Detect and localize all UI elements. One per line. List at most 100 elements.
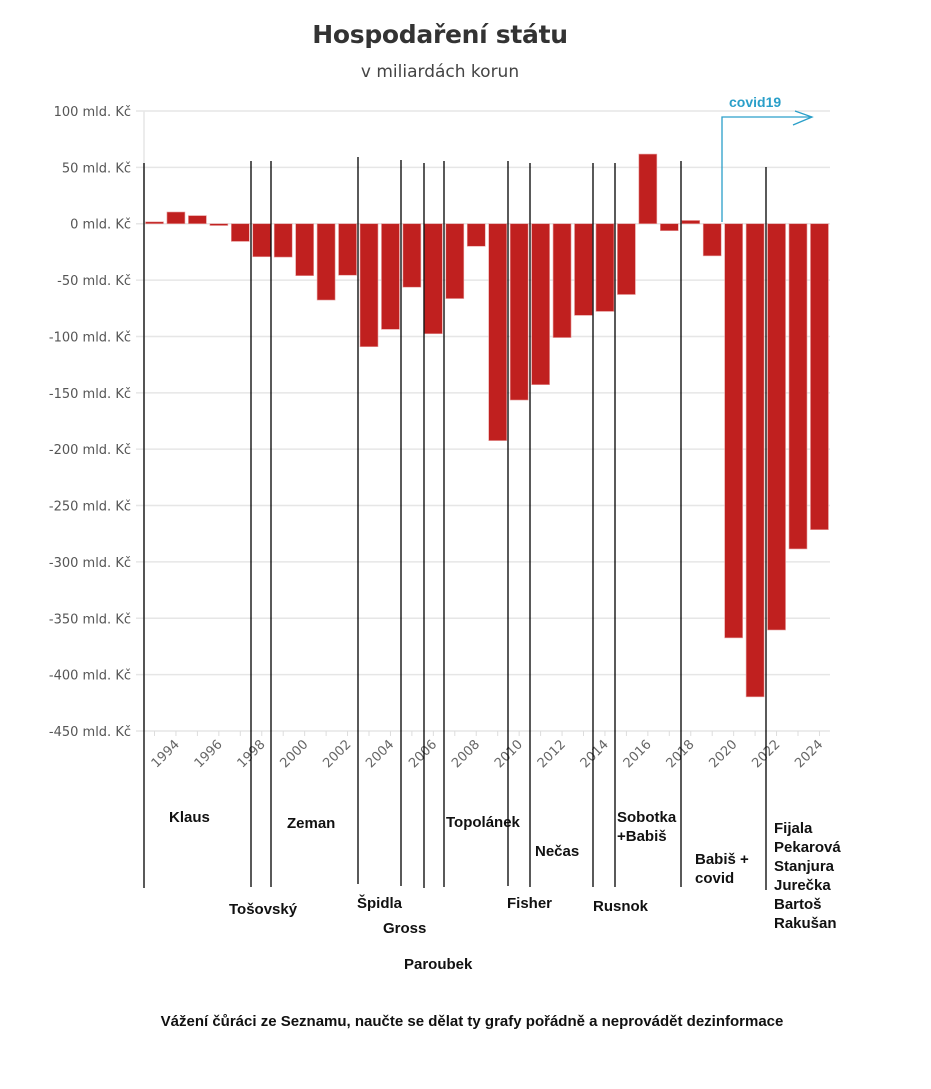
arrow-right-icon (792, 110, 814, 126)
government-labels: Klaus Tošovský Zeman Špidla Gross Paroubek Top… (169, 809, 841, 973)
x-tick-label: 2008 (449, 737, 483, 771)
y-tick-label: 0 mld. Kč (70, 218, 131, 233)
bar (595, 223, 615, 312)
government-label: Topolánek (446, 814, 521, 831)
y-axis: 100 mld. Kč 50 mld. Kč 0 mld. Kč -50 mld. K… (49, 105, 131, 740)
x-tick-label: 2006 (406, 737, 440, 771)
x-tick-label: 1994 (149, 737, 183, 771)
y-tick-label: -450 mld. Kč (49, 725, 131, 740)
government-label-line: Stanjura (774, 858, 835, 875)
footer-note: Vážení čůráci ze Seznamu, naučte se děla… (160, 1013, 784, 1030)
y-tick-label: -350 mld. Kč (49, 612, 131, 627)
bar (273, 223, 293, 258)
government-label-line: Jurečka (774, 877, 831, 894)
bar (745, 223, 765, 698)
government-label-line: Paroubek (404, 956, 473, 973)
bar (252, 223, 272, 258)
government-label-line: Fijala (774, 820, 813, 837)
government-label-line: Bartoš (774, 896, 822, 913)
bar (424, 223, 443, 335)
bar (617, 223, 636, 295)
bar (295, 223, 314, 276)
x-tick-label: 2010 (492, 737, 526, 771)
government-label: Babiš + covid (695, 851, 749, 887)
bar (488, 223, 508, 441)
bar (359, 223, 379, 348)
y-tick-label: 50 mld. Kč (62, 161, 131, 176)
government-label-line: covid (695, 870, 734, 887)
x-tick-label: 2014 (578, 737, 612, 771)
bar (445, 223, 465, 299)
government-label-line: Nečas (535, 843, 579, 860)
x-tick-label: 2002 (320, 737, 354, 771)
y-tick-label: -100 mld. Kč (49, 330, 131, 345)
government-label-line: Babiš + (695, 851, 749, 868)
bar (788, 223, 808, 550)
bar (209, 223, 229, 226)
y-tick-label: -50 mld. Kč (57, 274, 131, 289)
government-label-line: Topolánek (446, 814, 521, 831)
bar (145, 221, 164, 225)
government-label: Fijala Pekarová Stanjura Jurečka Bartoš Rakuš… (774, 820, 841, 932)
bar (702, 223, 722, 257)
bars (145, 153, 829, 698)
bar (166, 211, 186, 225)
government-label: Paroubek (404, 956, 473, 973)
bar (681, 220, 701, 225)
bar (531, 223, 550, 386)
x-tick-label: 2004 (363, 737, 397, 771)
government-label-line: Fisher (507, 895, 552, 912)
x-tick-label: 2020 (706, 737, 740, 771)
government-label-line: Gross (383, 920, 426, 937)
government-label: Klaus (169, 809, 210, 826)
government-label: Gross (383, 920, 426, 937)
y-tick-label: -150 mld. Kč (49, 387, 131, 402)
covid-annotation: covid19 (721, 94, 814, 222)
bar (188, 215, 207, 225)
x-tick-label: 2012 (535, 737, 569, 771)
bar (231, 223, 250, 242)
government-label-line: Sobotka (617, 809, 677, 826)
x-tick-label: 2000 (277, 737, 311, 771)
government-label: Zeman (287, 815, 335, 832)
government-label: Nečas (535, 843, 579, 860)
covid-label: covid19 (729, 94, 781, 110)
bar (810, 223, 829, 530)
y-tick-label: -250 mld. Kč (49, 500, 131, 515)
government-label-line: Rakušan (774, 915, 837, 932)
covid-bracket-line (721, 116, 812, 222)
bar-chart: 100 mld. Kč 50 mld. Kč 0 mld. Kč -50 mld. K… (49, 94, 841, 973)
y-tick-label: -200 mld. Kč (49, 443, 131, 458)
x-tick-label: 2024 (792, 737, 826, 771)
government-label-line: Tošovský (229, 901, 298, 918)
government-label: Tošovský (229, 901, 298, 918)
government-label: Rusnok (593, 898, 649, 915)
bar (466, 223, 486, 247)
government-label-line: Zeman (287, 815, 335, 832)
bar (552, 223, 572, 338)
government-label-line: Klaus (169, 809, 210, 826)
government-label: Sobotka +Babiš (617, 809, 677, 845)
bar (574, 223, 593, 316)
bar (338, 223, 357, 276)
bar (402, 223, 422, 288)
bar (767, 223, 786, 631)
bar (381, 223, 400, 330)
bar (638, 153, 658, 225)
bar (316, 223, 336, 301)
y-tick-label: -300 mld. Kč (49, 556, 131, 571)
government-boundary-lines (143, 157, 767, 890)
government-label-line: Rusnok (593, 898, 649, 915)
chart-subtitle: v miliardách korun (360, 62, 520, 82)
chart-title: Hospodaření státu (312, 20, 568, 49)
x-tick-label: 2016 (621, 737, 655, 771)
government-label: Fisher (507, 895, 552, 912)
government-label-line: Špidla (357, 894, 403, 912)
y-tick-label: -400 mld. Kč (49, 669, 131, 684)
government-label-line: +Babiš (617, 828, 667, 845)
bar (509, 223, 529, 401)
government-label: Špidla (357, 894, 403, 912)
x-tick-label: 1996 (192, 737, 226, 771)
bar (724, 223, 743, 639)
y-tick-label: 100 mld. Kč (54, 105, 131, 120)
